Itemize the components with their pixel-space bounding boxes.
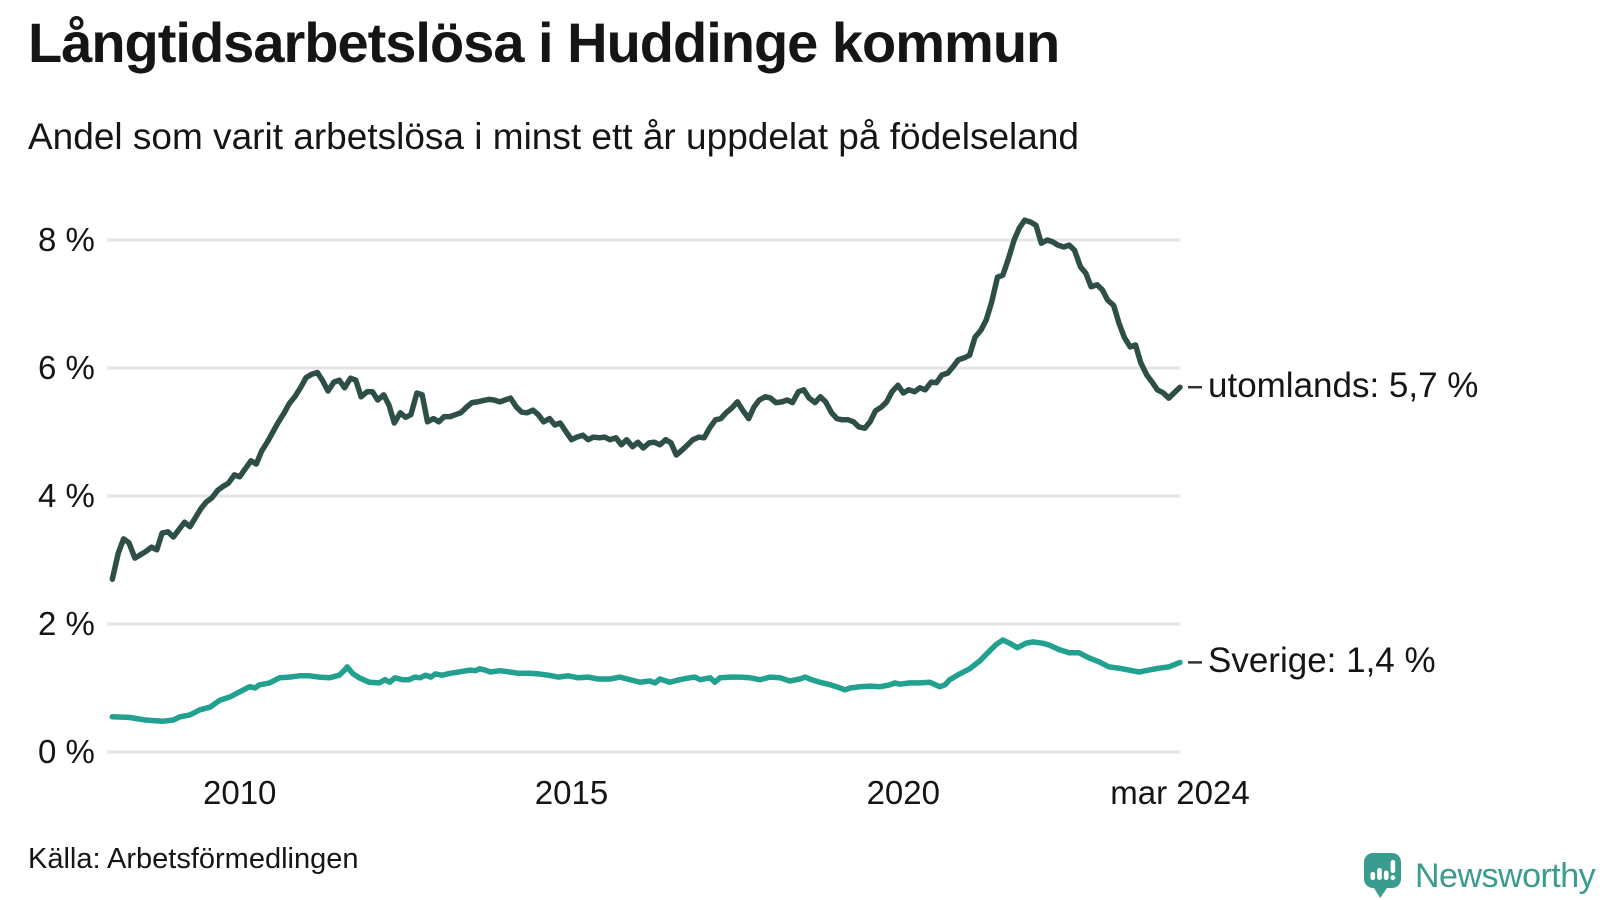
y-tick-label: 2 % (38, 605, 95, 642)
newsworthy-logo-text: Newsworthy (1415, 857, 1596, 895)
series-line-Sverige (109, 637, 1183, 725)
series-end-label-utomlands: utomlands: 5,7 % (1208, 366, 1479, 406)
chart-title: Långtidsarbetslösa i Huddinge kommun (28, 11, 1060, 74)
x-tick-label: 2010 (202, 774, 277, 811)
newsworthy-speech-bubble-chart-icon (1364, 853, 1401, 898)
y-tick-label: 8 % (38, 221, 95, 258)
y-tick-label: 4 % (38, 477, 95, 514)
source-note: Källa: Arbetsförmedlingen (28, 843, 359, 875)
x-tick-label: mar 2024 (1110, 774, 1250, 811)
x-tick-label: 2015 (534, 774, 609, 811)
y-tick-label: 6 % (38, 349, 95, 386)
y-tick-label: 0 % (38, 733, 95, 770)
newsworthy-logo: Newsworthy (1362, 852, 1596, 900)
series-end-label-Sverige: Sverige: 1,4 % (1208, 641, 1436, 681)
x-tick-label: 2020 (866, 774, 940, 811)
series-line-utomlands (109, 217, 1183, 582)
chart-subtitle: Andel som varit arbetslösa i minst ett å… (28, 116, 1079, 157)
